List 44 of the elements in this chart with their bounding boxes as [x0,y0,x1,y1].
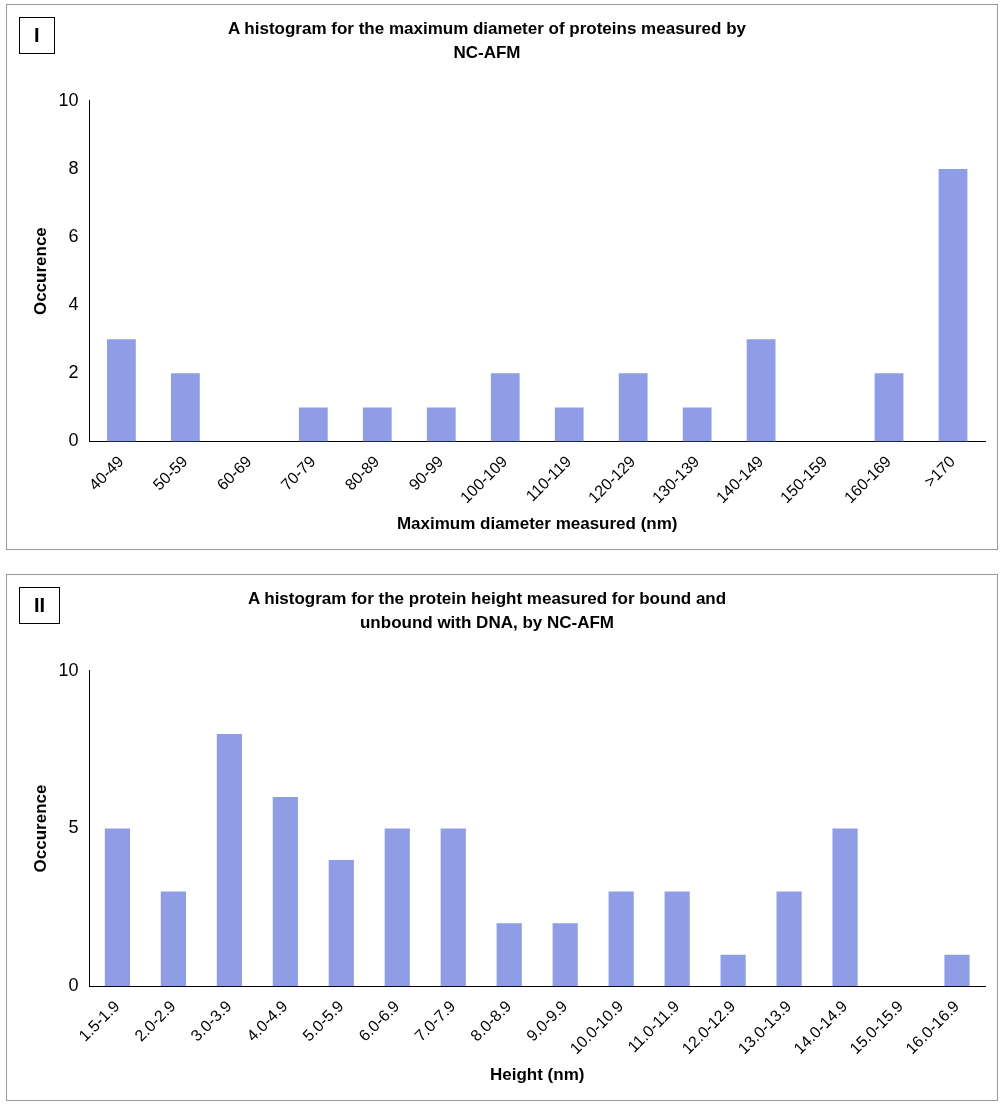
y-tick-label: 4 [68,294,79,315]
y-tick-label: 10 [58,659,79,680]
chart-title: A histogram for the protein height measured for bound and unbound with DNA, by NC-AFM [246,588,728,634]
text: II [19,587,61,624]
bar [552,923,578,987]
bar [426,407,456,442]
y-tick-label: 0 [68,975,79,996]
y-tick-label: 2 [68,362,79,383]
bar [328,860,354,987]
y-tick-label: 8 [68,157,79,178]
bar [938,168,968,442]
bar [490,373,520,442]
bar [362,407,392,442]
bar [776,891,802,987]
bar [874,373,904,442]
bar [720,954,746,987]
bar [682,407,712,442]
bar [104,828,130,987]
bar [272,796,298,987]
bar [496,923,522,987]
bar [944,954,970,987]
x-axis-title: Maximum diameter measured (nm) [396,514,678,534]
bar [440,828,466,987]
y-tick-label: 5 [68,817,79,838]
chart-title: A histogram for the maximum diameter of proteins measured by NC-AFM [227,18,747,64]
bar [107,339,136,442]
bar [298,407,328,442]
bar [664,891,690,987]
bar [384,828,410,987]
bar [216,733,242,987]
y-tick-label: 10 [58,89,79,110]
bar [554,407,584,442]
y-tick-label: 6 [68,226,79,247]
bar [618,373,648,442]
bar [160,891,186,987]
x-axis-title: Height (nm) [489,1065,585,1085]
text: I [19,17,55,54]
y-tick-label: 0 [68,430,79,451]
y-axis-title: Occurence [30,227,50,316]
bar [832,828,858,987]
bar [170,373,200,442]
y-axis-title: Occurence [30,784,50,873]
bar [608,891,634,987]
bar [746,339,776,442]
